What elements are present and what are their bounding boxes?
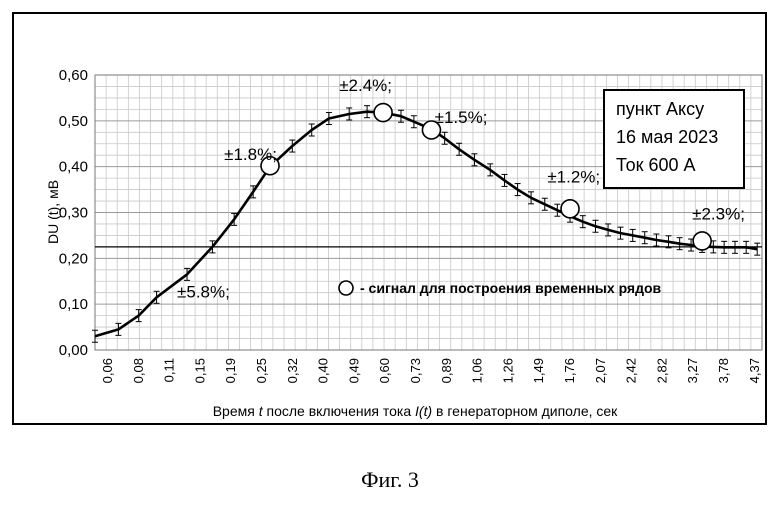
x-tick-label: 1,49 — [531, 358, 546, 383]
x-tick-label: 0,25 — [254, 358, 269, 383]
y-tick-label: 0,00 — [59, 342, 88, 359]
x-tick-label: 0,73 — [408, 358, 423, 383]
x-tick-label: 0,40 — [316, 358, 331, 383]
x-tick-label: 0,49 — [346, 358, 361, 383]
x-tick-label: 1,26 — [500, 358, 515, 383]
y-tick-label: 0,60 — [59, 67, 88, 84]
x-axis-ticks: 0,06 0,08 0,11 0,15 0,19 0,25 0,32 0,40 0,49 0,60… — [100, 358, 762, 383]
error-annotation: ±2.3%; — [692, 204, 745, 223]
error-annotation: ±5.8%; — [177, 282, 230, 301]
x-tick-label: 2,42 — [624, 358, 639, 383]
signal-marker — [561, 200, 579, 218]
x-axis-title-part: в генераторном диполе, сек — [432, 403, 618, 419]
info-box: пункт Аксу 16 мая 2023 Ток 600 А — [604, 90, 744, 188]
x-tick-label: 0,60 — [377, 358, 392, 383]
x-tick-label: 2,07 — [593, 358, 608, 383]
x-axis-title: Время t после включения тока I(t) в гене… — [213, 403, 618, 419]
y-tick-label: 0,20 — [59, 250, 88, 267]
legend-label: - сигнал для построения временных рядов — [360, 280, 662, 296]
x-tick-label: 4,37 — [747, 358, 762, 383]
x-axis-title-part: Время — [213, 403, 259, 419]
y-tick-label: 0,40 — [59, 159, 88, 176]
error-annotation: ±1.8%; — [224, 145, 277, 164]
x-tick-label: 0,19 — [223, 358, 238, 383]
legend-marker-icon — [339, 281, 353, 295]
error-annotation: ±2.4%; — [339, 76, 392, 95]
x-tick-label: 0,11 — [162, 358, 177, 382]
figure-caption: Фиг. 3 — [361, 467, 419, 492]
y-tick-label: 0,30 — [59, 205, 88, 222]
x-tick-label: 0,89 — [439, 358, 454, 383]
info-box-line: пункт Аксу — [616, 99, 704, 119]
error-annotation: ±1.2%; — [547, 168, 600, 187]
info-box-line: 16 мая 2023 — [616, 127, 718, 147]
x-tick-label: 0,08 — [131, 358, 146, 383]
x-tick-label: 1,06 — [470, 358, 485, 383]
y-tick-label: 0,50 — [59, 113, 88, 130]
info-box-line: Ток 600 А — [616, 155, 696, 175]
y-axis-ticks: 0,00 0,10 0,20 0,30 0,40 0,50 0,60 — [59, 67, 88, 359]
x-tick-label: 1,76 — [562, 358, 577, 383]
legend: - сигнал для построения временных рядов — [339, 280, 662, 296]
error-annotation: ±1.5%; — [435, 108, 488, 127]
y-tick-label: 0,10 — [59, 296, 88, 313]
x-tick-label: 3,78 — [716, 358, 731, 383]
x-tick-label: 0,06 — [100, 358, 115, 383]
x-tick-label: 0,32 — [285, 358, 300, 383]
x-tick-label: 3,27 — [685, 358, 700, 383]
x-axis-title-part: после включения тока — [263, 403, 415, 419]
x-tick-label: 0,15 — [192, 358, 207, 383]
x-tick-label: 2,82 — [654, 358, 669, 383]
signal-marker — [374, 104, 392, 122]
x-axis-title-part: I(t) — [415, 403, 432, 419]
signal-marker — [693, 232, 711, 250]
y-axis-title: DU (t), мВ — [45, 180, 61, 244]
